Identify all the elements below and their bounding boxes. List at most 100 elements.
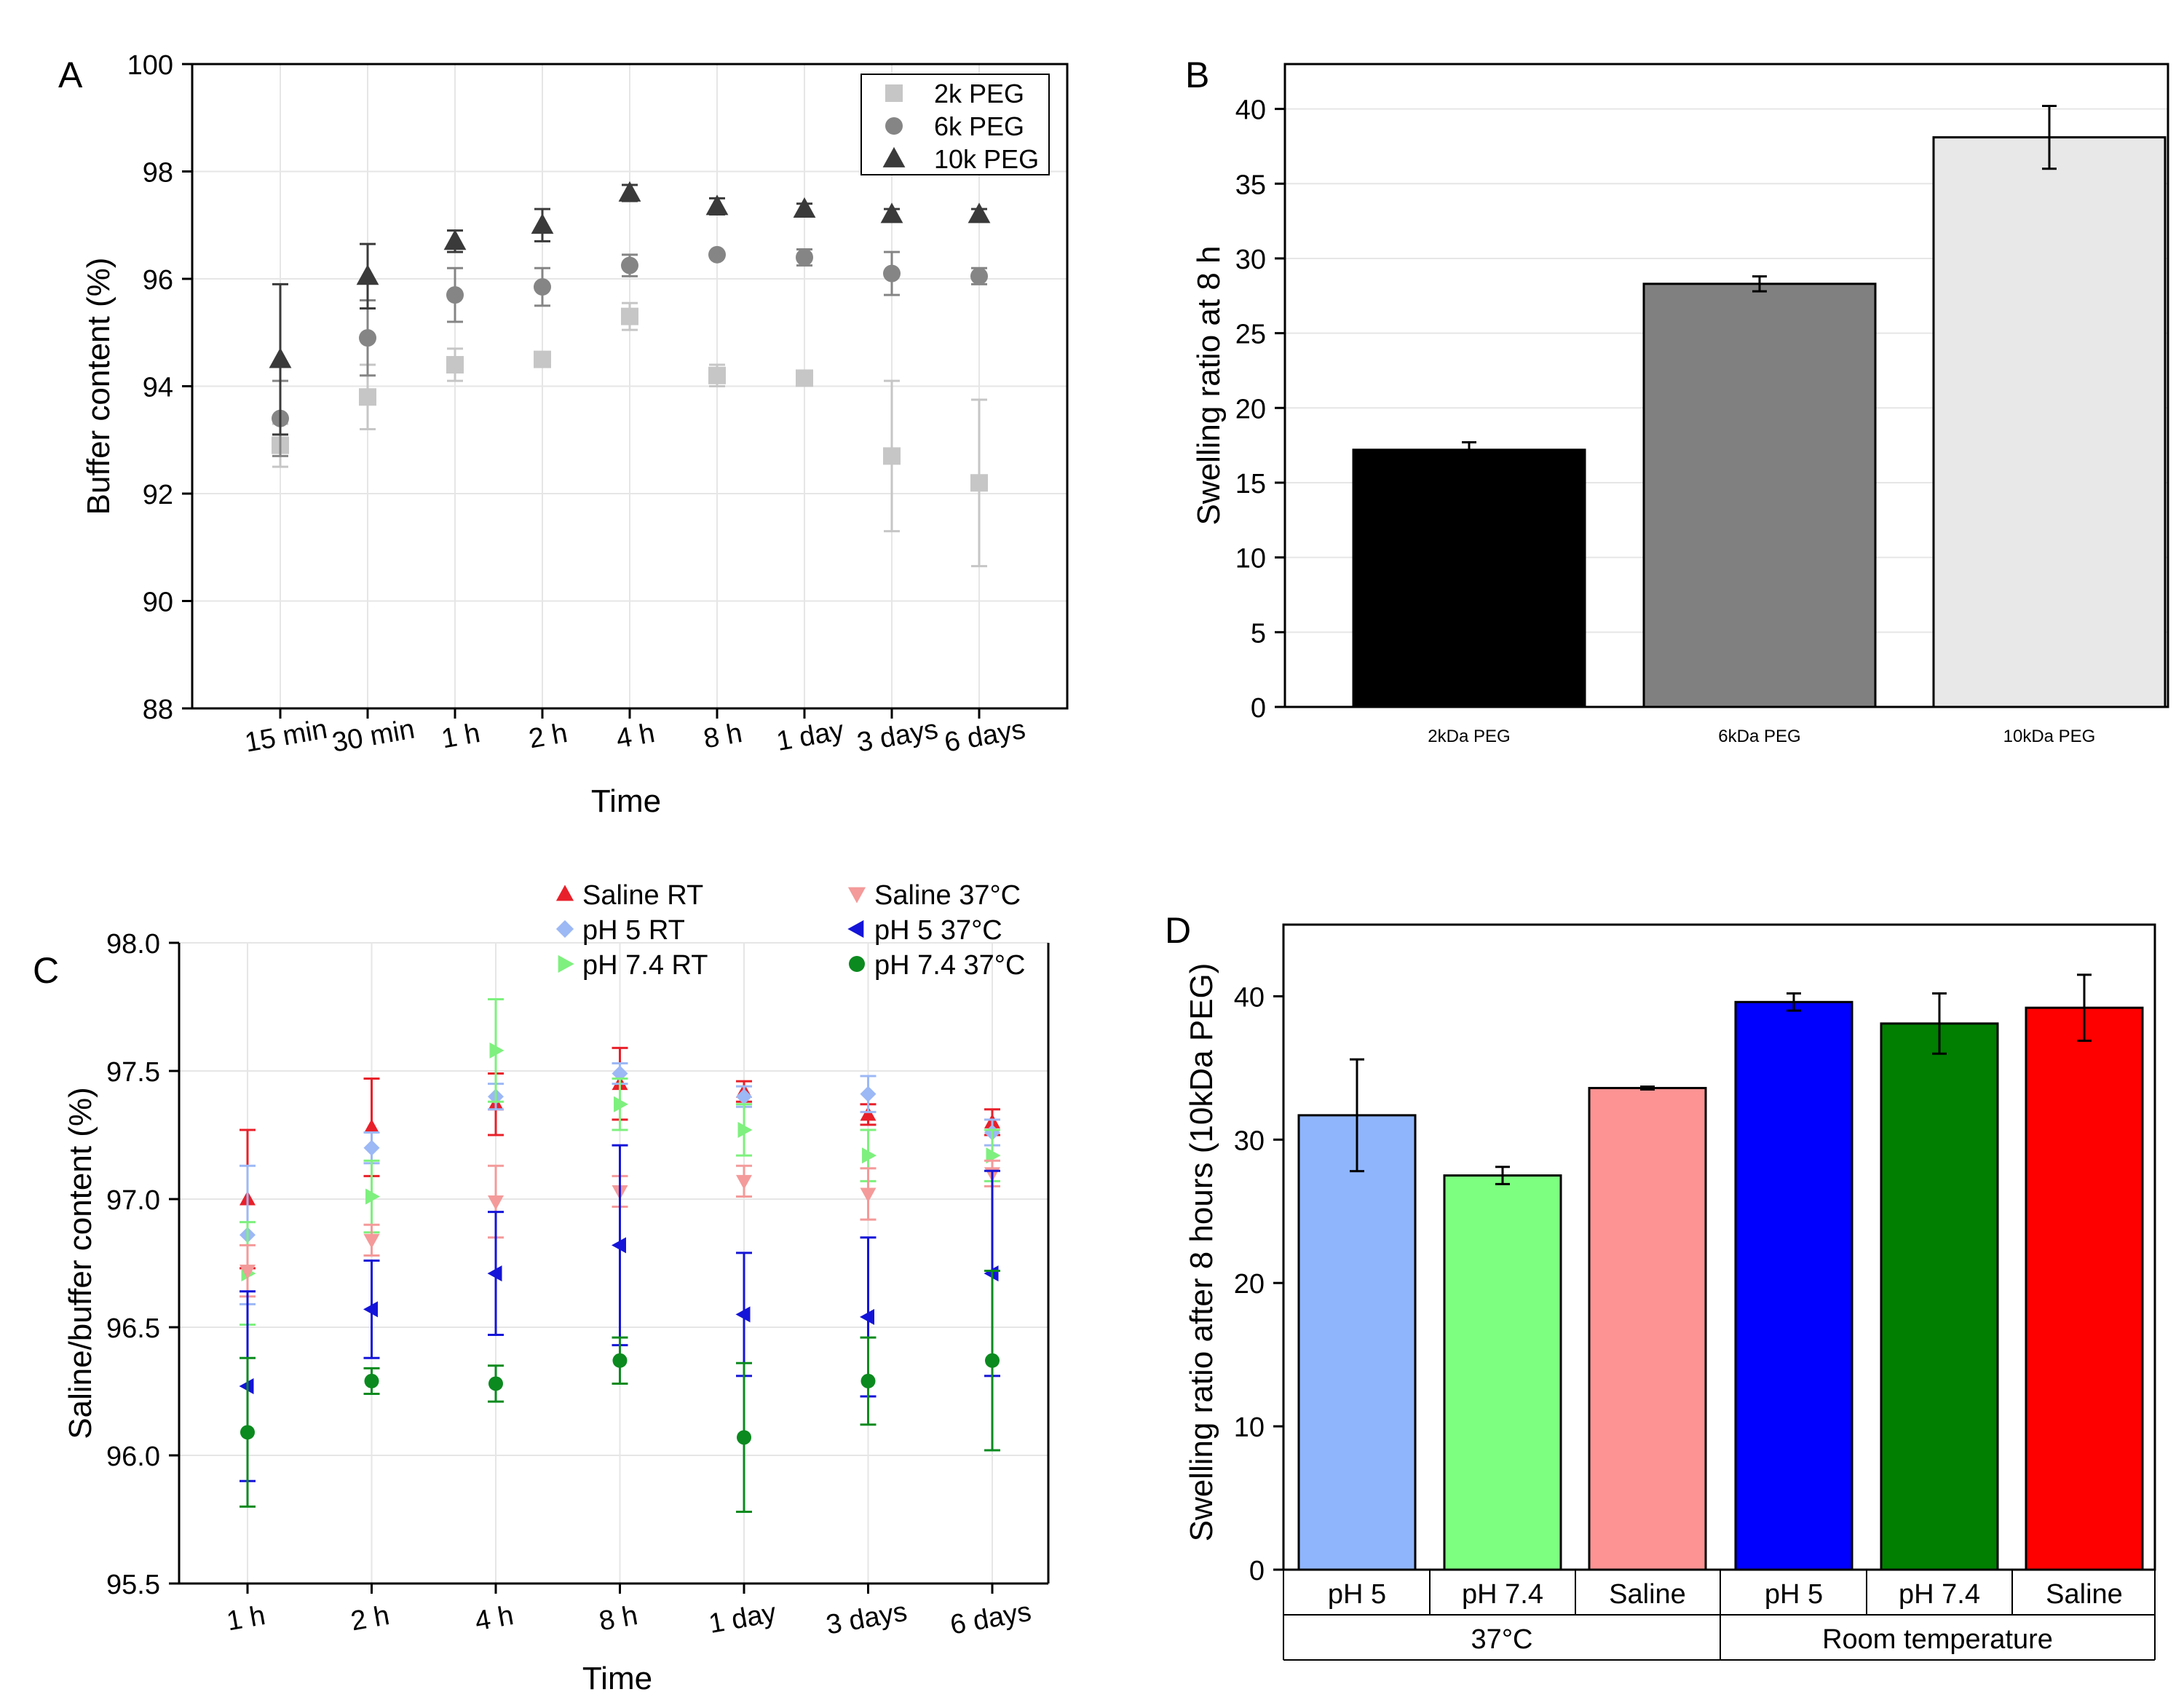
data-point [796, 369, 813, 387]
legend-marker [885, 117, 903, 135]
legend-label: 2k PEG [934, 79, 1024, 108]
data-point [488, 1376, 503, 1391]
y-axis-title: Saline/buffer content (%) [63, 1087, 98, 1439]
panel-d-chart: 0 10 20 30 40 Swelling ratio after 8 hours (1… [1184, 923, 2156, 1661]
x-tick-label: 6 days [942, 714, 1028, 759]
y-tick-label: 88 [143, 695, 173, 725]
data-point [359, 388, 376, 406]
y-tick-label: 10 [1234, 1412, 1265, 1443]
legend-marker [847, 920, 864, 938]
bar [1734, 1000, 1853, 1571]
panel-letter-d: D [1165, 910, 1191, 951]
bar [2025, 1006, 2144, 1571]
panel-letter-c: C [33, 950, 59, 991]
x-tick-label: Saline [1609, 1579, 1686, 1610]
data-point [968, 202, 991, 224]
legend-marker [882, 146, 906, 167]
panel-letter-b: B [1185, 55, 1209, 95]
y-tick-label: 40 [1234, 982, 1265, 1013]
x-tick-label: 30 min [330, 714, 417, 759]
group-label: Room temperature [1822, 1624, 2053, 1655]
x-tick-label: 4 h [472, 1600, 515, 1637]
y-axis-title: Swelling ratio at 8 h [1191, 246, 1227, 526]
x-tick-label: 8 h [701, 718, 744, 755]
y-tick-label: 0 [1249, 1556, 1265, 1586]
data-point [883, 264, 901, 282]
data-point [487, 1265, 502, 1282]
data-point [705, 194, 729, 216]
data-point [793, 197, 816, 218]
y-tick-label: 20 [1235, 394, 1266, 424]
x-tick-label: pH 5 [1765, 1579, 1823, 1610]
data-point [860, 1187, 877, 1203]
x-tick-label: 10kDa PEG [2003, 727, 2096, 746]
legend-label: pH 7.4 37°C [874, 950, 1025, 981]
bar [1642, 282, 1877, 708]
y-tick-label: 100 [127, 50, 173, 81]
y-axis-title: Swelling ratio after 8 hours (10kDa PEG) [1184, 963, 1219, 1542]
legend-marker [849, 956, 865, 972]
data-point [880, 202, 903, 224]
data-point [860, 1106, 877, 1121]
y-axis-title: Buffer content (%) [81, 258, 116, 515]
data-point [446, 286, 464, 304]
group-label: 37°C [1471, 1624, 1533, 1655]
y-tick-label: 96 [143, 265, 173, 296]
data-point [363, 1301, 378, 1318]
y-tick-label: 98.0 [106, 929, 160, 960]
bar [1932, 136, 2167, 708]
data-point [534, 350, 551, 368]
y-tick-label: 10 [1235, 544, 1266, 574]
data-point [621, 256, 638, 274]
data-point [488, 1195, 504, 1211]
y-tick-label: 96.5 [106, 1313, 160, 1344]
y-tick-label: 92 [143, 480, 173, 510]
legend-label: pH 7.4 RT [582, 950, 708, 981]
data-point [883, 447, 901, 465]
y-tick-label: 94 [143, 373, 173, 403]
y-tick-label: 97.0 [106, 1185, 160, 1216]
data-point [708, 366, 726, 384]
bar [1588, 1086, 1707, 1571]
y-tick-label: 90 [143, 588, 173, 618]
legend-label: pH 5 37°C [874, 915, 1002, 946]
data-point [970, 474, 988, 492]
x-tick-label: 3 days [855, 714, 941, 759]
y-tick-label: 30 [1234, 1126, 1265, 1156]
data-point [363, 1139, 380, 1156]
data-point [708, 245, 726, 264]
data-point [621, 307, 638, 325]
x-tick-label: Saline [2046, 1579, 2123, 1610]
legend-marker [555, 920, 574, 938]
legend-label: 10k PEG [934, 144, 1039, 174]
data-point [860, 1086, 877, 1102]
x-tick-label: 6kDa PEG [1718, 727, 1800, 746]
data-point [612, 1237, 626, 1254]
data-point [531, 213, 554, 234]
y-tick-label: 15 [1235, 469, 1266, 499]
y-tick-label: 95.5 [106, 1570, 160, 1600]
y-tick-label: 20 [1234, 1269, 1265, 1300]
legend-label: Saline 37°C [874, 880, 1021, 911]
data-point [359, 329, 376, 347]
data-point [364, 1373, 379, 1388]
legend-marker [555, 885, 574, 901]
data-point [534, 278, 551, 296]
data-point [612, 1065, 628, 1082]
data-point [986, 1147, 1001, 1164]
bar [1352, 448, 1586, 708]
data-point [614, 1096, 628, 1112]
bar [1297, 1114, 1417, 1571]
x-tick-label: pH 7.4 [1462, 1579, 1543, 1610]
plot-frame [1282, 923, 2156, 1571]
data-point [443, 229, 467, 250]
data-point [618, 181, 641, 202]
data-point [737, 1121, 753, 1138]
x-tick-label: pH 5 [1328, 1579, 1386, 1610]
x-tick-label: 8 h [597, 1600, 640, 1637]
data-point [363, 1233, 380, 1249]
data-point [269, 347, 292, 368]
data-point [735, 1306, 751, 1323]
bar [1880, 1022, 1999, 1571]
